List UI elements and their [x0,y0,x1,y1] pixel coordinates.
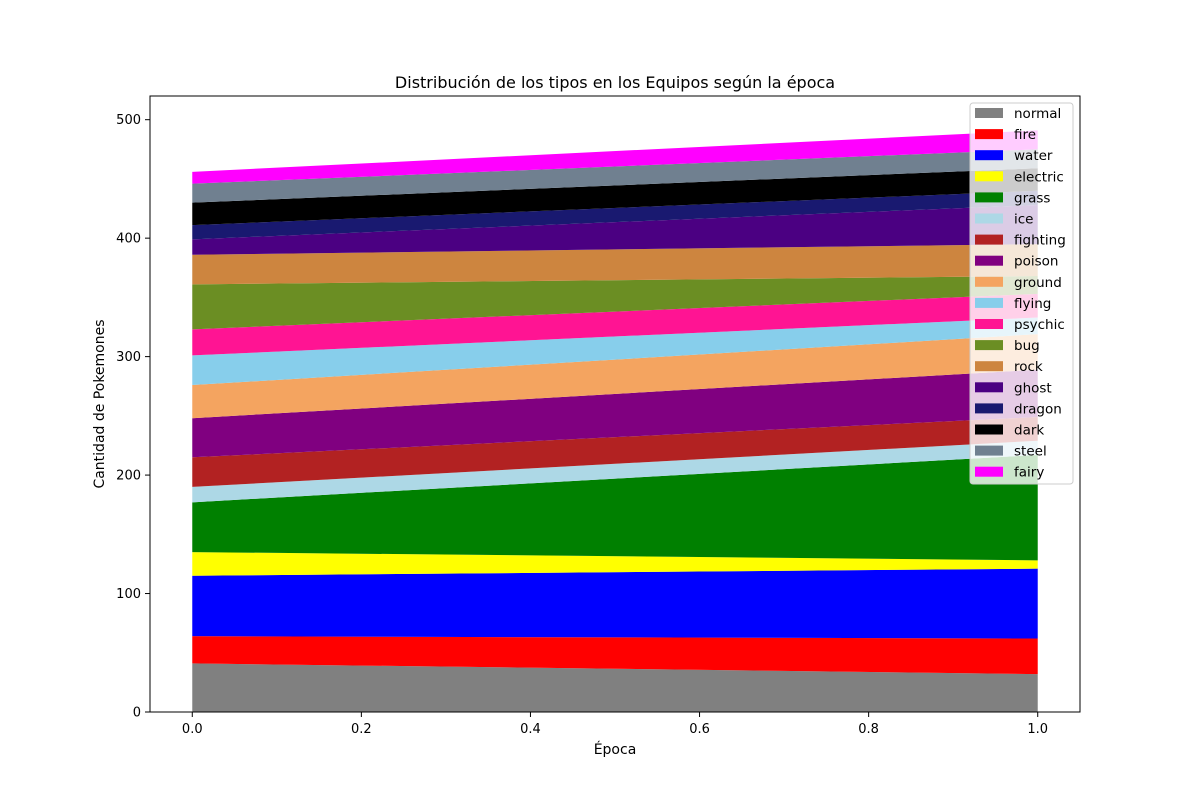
area-water [192,568,1038,639]
legend-swatch-ground [975,276,1003,287]
legend-swatch-dragon [975,403,1003,414]
area-ghost [192,204,1038,255]
area-ground [192,334,1038,419]
x-tick-label: 0.4 [520,722,541,737]
legend-label-fighting: fighting [1014,233,1066,249]
legend: normal fire water electric grass ice fighting p… [969,102,1074,485]
legend-label-steel: steel [1014,444,1047,460]
area-bug [192,276,1038,330]
legend-label-ice: ice [1014,212,1033,228]
area-electric [192,552,1038,576]
legend-swatch-fairy [975,466,1003,477]
legend-label-ghost: ghost [1014,380,1052,396]
chart-title: Distribución de los tipos en los Equipos… [395,73,835,92]
legend-swatch-flying [975,297,1003,308]
area-fire [192,636,1038,675]
area-poison [192,369,1038,458]
legend-swatch-water [975,150,1003,161]
y-axis: 0 100 200 300 400 500 [116,113,150,721]
legend-label-bug: bug [1014,338,1040,354]
area-dark [192,168,1038,226]
legend-swatch-normal [975,108,1003,118]
x-tick-label: 0.8 [858,722,879,737]
y-axis-title: Cantidad de Pokemones [92,319,108,488]
area-grass [192,454,1038,561]
area-flying [192,317,1038,386]
y-tick-label: 0 [133,706,141,721]
legend-label-grass: grass [1014,190,1050,206]
legend-swatch-grass [975,192,1003,203]
x-tick-label: 0.0 [182,722,203,737]
x-axis: 0.0 0.2 0.4 0.6 0.8 1.0 [182,712,1048,737]
legend-label-psychic: psychic [1014,317,1065,333]
legend-swatch-fighting [975,234,1003,245]
y-tick-label: 200 [116,469,141,484]
area-ice [192,440,1038,503]
legend-swatch-fire [975,129,1003,140]
area-fighting [192,417,1038,487]
legend-label-poison: poison [1014,254,1058,270]
area-layers [192,130,1038,712]
legend-label-fire: fire [1014,127,1036,143]
x-tick-label: 1.0 [1027,722,1048,737]
legend-swatch-ghost [975,382,1003,393]
area-steel [192,149,1038,203]
x-axis-title: Época [594,741,637,758]
area-psychic [192,293,1038,356]
legend-label-dark: dark [1014,423,1044,439]
area-normal [192,663,1038,712]
legend-label-fairy: fairy [1014,465,1044,481]
legend-swatch-poison [975,255,1003,266]
legend-label-normal: normal [1014,106,1061,122]
plot-frame [149,95,1081,713]
legend-swatch-dark [975,424,1003,435]
legend-label-flying: flying [1014,296,1051,312]
y-tick-label: 100 [116,587,141,602]
legend-swatch-ice [975,213,1003,224]
area-fairy [192,130,1038,184]
legend-label-water: water [1014,148,1053,164]
y-tick-label: 400 [116,232,141,247]
legend-label-rock: rock [1014,359,1043,375]
legend-swatch-bug [975,340,1003,351]
legend-swatch-rock [975,361,1003,372]
y-tick-label: 500 [116,113,141,128]
y-tick-label: 300 [116,350,141,365]
legend-swatch-psychic [975,319,1003,329]
x-tick-label: 0.2 [351,722,372,737]
x-tick-label: 0.6 [689,722,710,737]
legend-label-dragon: dragon [1014,401,1062,417]
area-dragon [192,190,1038,240]
legend-label-electric: electric [1014,169,1064,185]
area-rock [192,244,1038,285]
legend-swatch-electric [975,171,1003,182]
legend-label-ground: ground [1014,275,1062,291]
legend-swatch-steel [975,445,1003,456]
